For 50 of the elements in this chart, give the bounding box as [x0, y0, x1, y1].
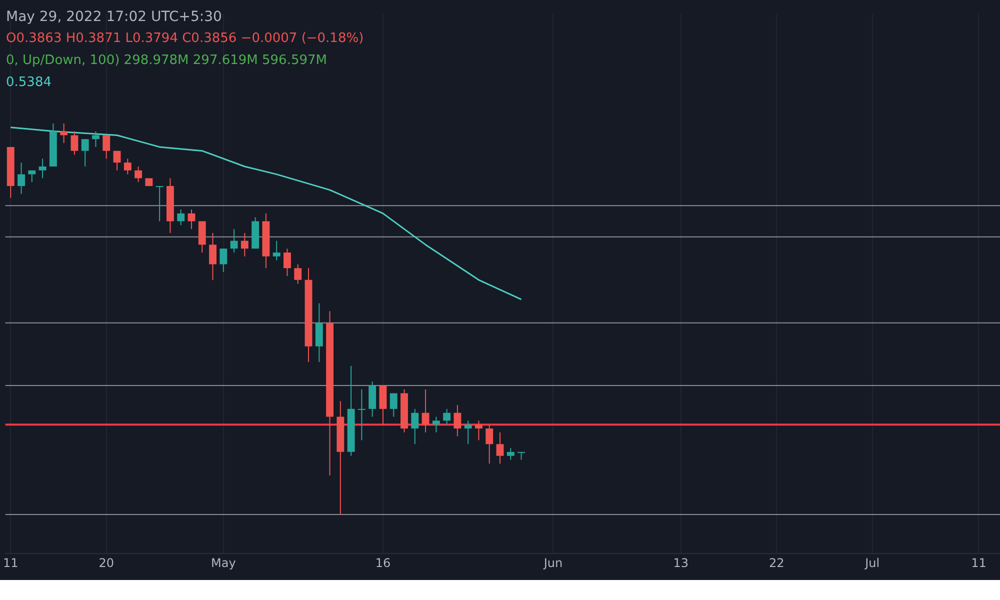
candlestick — [464, 420, 472, 445]
candlestick — [18, 162, 25, 194]
candlestick — [198, 220, 206, 254]
candlestick — [368, 381, 376, 418]
candlestick — [134, 166, 142, 183]
candlestick — [220, 248, 228, 273]
candlestick — [81, 138, 89, 167]
candlestick — [496, 432, 504, 464]
candlestick — [422, 388, 430, 433]
candlestick — [506, 448, 514, 460]
candlestick — [284, 248, 291, 276]
candlestick — [230, 228, 238, 254]
text: May 29, 2022 17:02 UTC+5:30 — [6, 8, 223, 27]
candlestick — [60, 122, 68, 144]
candlestick — [475, 420, 482, 441]
candlestick — [92, 130, 100, 148]
candlestick — [443, 408, 451, 426]
candlestick — [113, 150, 121, 171]
x-tick-label: 13 — [673, 556, 688, 570]
x-tick-label: 11 — [971, 556, 986, 570]
text: O0.3863 H0.3871 L0.3794 C0.3856 −0.0007 (−0.18%) — [6, 30, 364, 48]
x-tick-label: 16 — [375, 556, 391, 570]
candlestick — [390, 392, 398, 418]
x-tick-label: 11 — [2, 556, 18, 570]
candlestick — [315, 302, 323, 363]
candlestick — [38, 158, 46, 179]
candlestick — [177, 209, 185, 226]
candlestick — [379, 384, 387, 426]
candlestick — [156, 186, 164, 222]
candlestick — [411, 408, 419, 445]
candlestick — [358, 388, 366, 441]
text: 0.5384 — [6, 74, 52, 92]
candlestick — [486, 424, 494, 464]
candlestick — [102, 134, 110, 160]
x-tick-label: 22 — [768, 556, 784, 570]
candlestick — [188, 209, 196, 230]
candlestick — [518, 451, 525, 460]
text: 0, Up/Down, 100) 298.978M 297.619M 596.597M — [6, 52, 328, 70]
x-tick-label: Jul — [864, 556, 880, 570]
candlestick — [454, 404, 462, 437]
candlestick — [124, 158, 132, 175]
candlestick — [70, 130, 78, 156]
x-tick-label: Jun — [542, 556, 563, 570]
candlestick — [294, 264, 302, 284]
candlestick — [432, 416, 440, 433]
candlestick — [209, 232, 216, 280]
x-tick-label: 20 — [98, 556, 114, 570]
candlestick — [240, 232, 248, 257]
x-tick-label: May — [210, 556, 236, 570]
candlestick — [272, 240, 280, 261]
